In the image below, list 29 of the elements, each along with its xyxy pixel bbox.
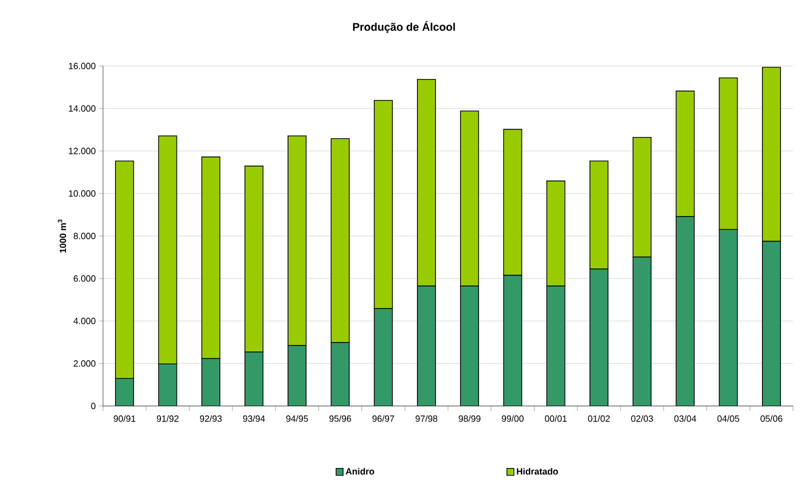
y-tick-label: 4.000 <box>73 318 96 324</box>
x-tick-label: 04/05 <box>717 415 740 422</box>
y-tick-label: 0 <box>91 402 96 410</box>
x-tick-label: 99/00 <box>502 415 524 422</box>
chart-title: Produção de Álcool <box>353 20 455 34</box>
y-tick-label: 16.000 <box>68 62 96 70</box>
x-tick-label: 91/92 <box>156 415 178 422</box>
x-tick-label: 92/93 <box>200 415 222 422</box>
x-tick-label: 02/03 <box>631 415 653 422</box>
y-tick-label: 14.000 <box>68 105 96 112</box>
x-tick-label: 90/91 <box>114 415 136 422</box>
y-tick-label: 8.000 <box>74 232 96 240</box>
y-tick-label: 10.000 <box>68 190 96 197</box>
legend-label: Hidratado <box>516 468 558 475</box>
legend-label: Anidro <box>346 468 374 475</box>
x-tick-label: 95/96 <box>329 415 352 422</box>
x-tick-label: 01/02 <box>588 415 610 422</box>
x-tick-label: 97/98 <box>416 415 438 422</box>
y-tick-label: 2.000 <box>74 360 96 367</box>
x-tick-label: 05/06 <box>760 415 782 422</box>
x-tick-label: 96/97 <box>372 415 394 422</box>
x-tick-label: 00/01 <box>544 415 567 422</box>
y-tick-label: 6.000 <box>74 275 96 282</box>
y-axis-title: 1000 m$^{3}$ <box>58 219 66 253</box>
x-tick-label: 03/04 <box>674 415 696 422</box>
x-tick-label: 98/99 <box>458 415 480 422</box>
x-tick-label: 93/94 <box>243 415 265 422</box>
y-tick-label: 12.000 <box>68 148 96 154</box>
x-tick-label: 94/95 <box>286 415 308 422</box>
